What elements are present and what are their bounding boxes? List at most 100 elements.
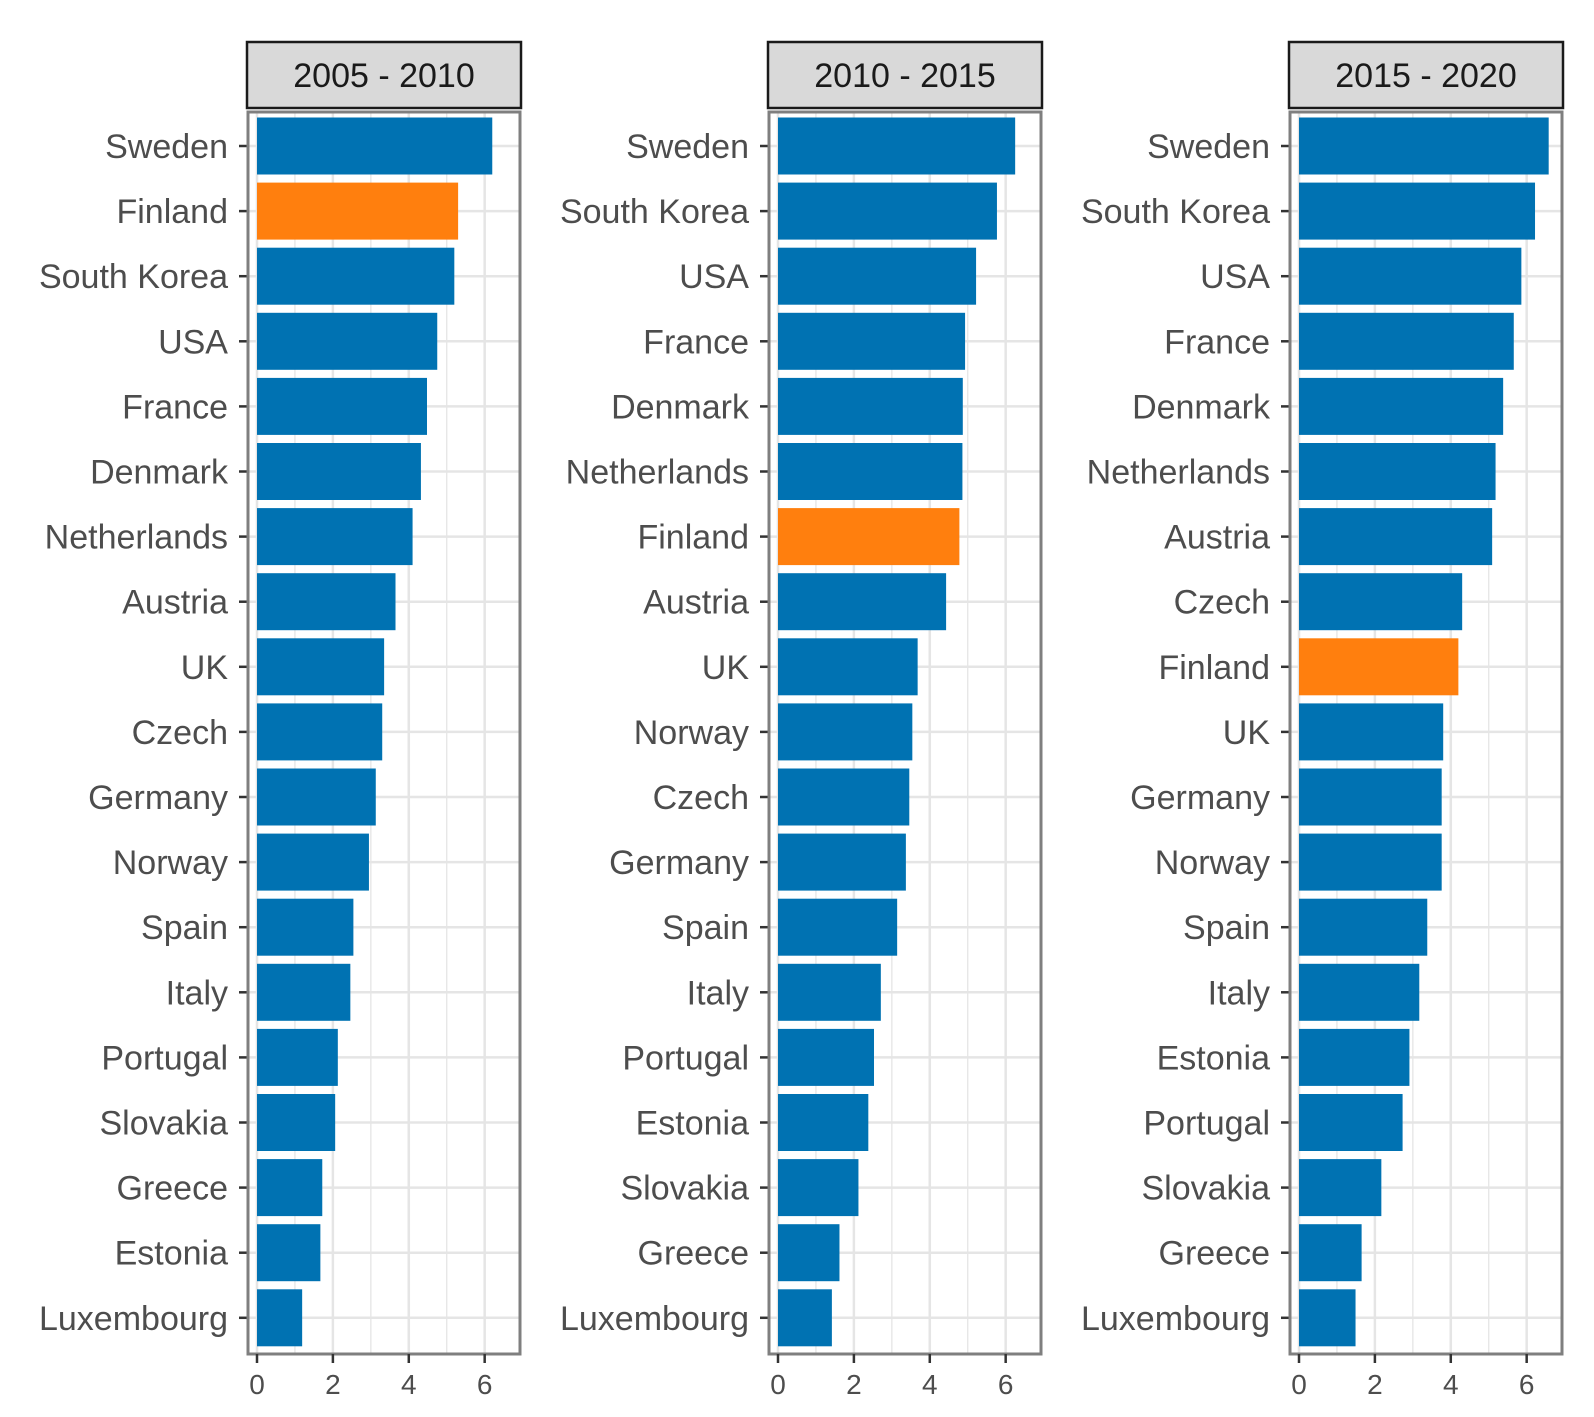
bar-finland: [778, 508, 960, 566]
category-label: Denmark: [611, 388, 750, 426]
category-label: Slovakia: [620, 1170, 749, 1208]
category-label: Austria: [122, 584, 228, 622]
bar-usa: [778, 247, 977, 305]
bar-usa: [257, 312, 438, 370]
panel-title: 2005 - 2010: [293, 57, 475, 95]
bar-austria: [778, 573, 947, 631]
category-label: Finland: [637, 519, 749, 557]
panel-strip: [1287, 40, 1565, 110]
panel-title: 2010 - 2015: [814, 57, 996, 95]
panel-border: [767, 110, 1043, 1356]
category-label: South Korea: [39, 258, 228, 296]
bar-uk: [257, 638, 385, 696]
bar-greece: [257, 1159, 323, 1217]
x-tick-label: 4: [1443, 1369, 1459, 1400]
category-label: USA: [158, 323, 228, 361]
category-label: Germany: [88, 779, 228, 817]
category-label: Netherlands: [45, 519, 228, 557]
bar-norway: [778, 703, 913, 761]
bar-italy: [1299, 963, 1420, 1021]
bar-spain: [778, 898, 898, 956]
category-label: Germany: [1130, 779, 1270, 817]
bar-luxembourg: [1299, 1289, 1356, 1347]
bar-norway: [257, 833, 369, 891]
category-label: Spain: [141, 909, 228, 947]
category-label: Spain: [1183, 909, 1270, 947]
bar-netherlands: [257, 508, 413, 566]
x-tick-label: 2: [846, 1369, 862, 1400]
bar-uk: [1299, 703, 1444, 761]
bar-france: [257, 377, 427, 435]
category-label: Sweden: [626, 128, 749, 166]
category-label: Luxembourg: [39, 1300, 228, 1338]
category-label: France: [643, 323, 749, 361]
panel-strip: [766, 40, 1044, 110]
x-tick-label: 6: [477, 1369, 493, 1400]
category-label: Slovakia: [99, 1105, 228, 1143]
x-tick-label: 4: [922, 1369, 938, 1400]
category-label: Sweden: [1147, 128, 1270, 166]
bar-portugal: [257, 1028, 338, 1086]
category-label: USA: [679, 258, 749, 296]
x-tick-label: 0: [1291, 1369, 1307, 1400]
bar-finland: [1299, 638, 1459, 696]
bar-france: [778, 312, 966, 370]
category-label: Italy: [687, 974, 749, 1012]
bar-norway: [1299, 833, 1442, 891]
bar-czech: [778, 768, 910, 826]
panel-strip: [245, 40, 523, 110]
bar-netherlands: [778, 443, 963, 500]
bar-usa: [1299, 247, 1522, 305]
x-tick-label: 0: [249, 1369, 265, 1400]
bar-denmark: [257, 443, 421, 500]
x-tick-label: 6: [1519, 1369, 1535, 1400]
category-label: Norway: [634, 714, 749, 752]
bar-austria: [257, 573, 396, 631]
bar-greece: [1299, 1224, 1362, 1282]
bar-estonia: [257, 1224, 321, 1282]
bar-luxembourg: [257, 1289, 303, 1347]
bar-spain: [257, 898, 354, 956]
category-label: Norway: [1155, 844, 1270, 882]
category-label: Germany: [609, 844, 749, 882]
category-label: France: [1164, 323, 1270, 361]
bar-south-korea: [257, 247, 455, 305]
category-label: USA: [1200, 258, 1270, 296]
bar-greece: [778, 1224, 840, 1282]
category-label: Greece: [117, 1170, 229, 1208]
category-label: Czech: [1174, 584, 1270, 622]
bar-czech: [257, 703, 383, 761]
bar-italy: [257, 963, 351, 1021]
category-label: Austria: [643, 584, 749, 622]
bar-luxembourg: [778, 1289, 832, 1347]
panel-3: 2015 - 2020 Sweden South Korea USA France Den…: [1081, 40, 1565, 1400]
category-label: South Korea: [560, 193, 749, 231]
bar-sweden: [257, 117, 493, 175]
category-label: Finland: [116, 193, 228, 231]
category-label: Luxembourg: [560, 1300, 749, 1338]
bar-estonia: [778, 1094, 869, 1151]
bar-slovakia: [257, 1094, 336, 1151]
category-label: Italy: [1208, 974, 1270, 1012]
bar-netherlands: [1299, 443, 1496, 500]
category-label: Netherlands: [566, 454, 749, 492]
bar-estonia: [1299, 1028, 1410, 1086]
x-tick-label: 2: [325, 1369, 341, 1400]
bar-germany: [1299, 768, 1442, 826]
bar-slovakia: [1299, 1159, 1382, 1217]
bar-uk: [778, 638, 918, 696]
bar-portugal: [1299, 1094, 1403, 1151]
category-label: Italy: [166, 974, 228, 1012]
panel-2: 2010 - 2015 Sweden South Korea USA France Den…: [560, 40, 1044, 1400]
category-label: Estonia: [636, 1105, 749, 1143]
category-label: Portugal: [1143, 1105, 1270, 1143]
category-label: Luxembourg: [1081, 1300, 1270, 1338]
category-label: Greece: [638, 1235, 750, 1273]
category-label: Slovakia: [1141, 1170, 1270, 1208]
bar-slovakia: [778, 1159, 859, 1217]
panel-title: 2015 - 2020: [1335, 57, 1517, 95]
bar-italy: [778, 963, 881, 1021]
x-tick-label: 6: [998, 1369, 1014, 1400]
category-label: Spain: [662, 909, 749, 947]
